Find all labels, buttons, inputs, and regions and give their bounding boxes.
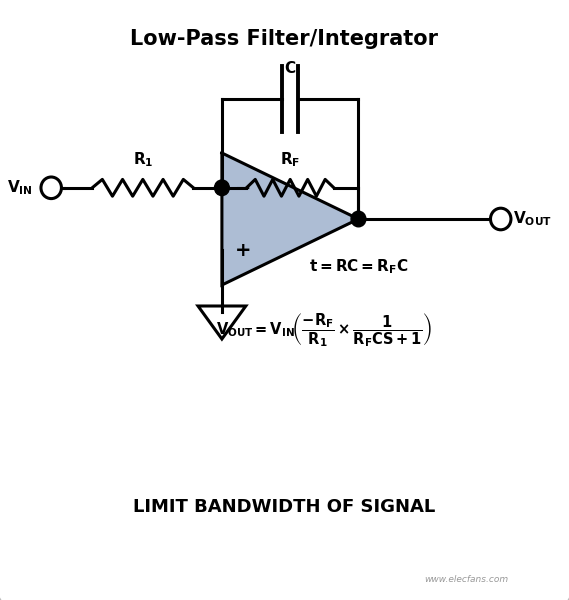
Text: $\mathbf{-}$: $\mathbf{-}$	[234, 178, 250, 197]
Text: $\mathbf{R_1}$: $\mathbf{R_1}$	[133, 150, 153, 169]
Polygon shape	[222, 153, 358, 285]
Text: Low-Pass Filter/Integrator: Low-Pass Filter/Integrator	[130, 29, 439, 49]
Text: LIMIT BANDWIDTH OF SIGNAL: LIMIT BANDWIDTH OF SIGNAL	[133, 498, 436, 516]
Text: $\mathbf{+}$: $\mathbf{+}$	[234, 241, 250, 260]
Text: $\mathbf{V_{OUT} = V_{IN}\!\left(\dfrac{-R_F}{R_1}\times\dfrac{1}{R_FCS+1}\right: $\mathbf{V_{OUT} = V_{IN}\!\left(\dfrac{…	[216, 311, 432, 349]
Text: $\mathbf{t = RC = R_FC}$: $\mathbf{t = RC = R_FC}$	[309, 257, 408, 277]
Text: www.elecfans.com: www.elecfans.com	[424, 575, 509, 583]
Text: $\mathbf{C}$: $\mathbf{C}$	[284, 60, 296, 76]
Text: $\mathbf{V_{OUT}}$: $\mathbf{V_{OUT}}$	[513, 209, 551, 229]
Circle shape	[215, 180, 229, 196]
Text: $\mathbf{R_F}$: $\mathbf{R_F}$	[280, 150, 300, 169]
Circle shape	[351, 211, 366, 227]
Text: $\mathbf{V_{IN}}$: $\mathbf{V_{IN}}$	[7, 178, 33, 197]
